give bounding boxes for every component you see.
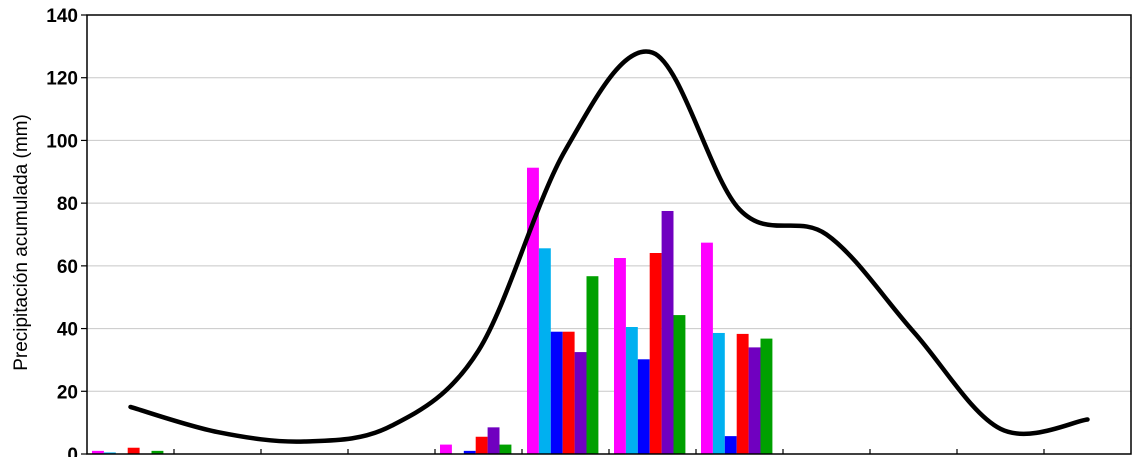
bar [625,327,638,454]
y-axis-tick-labels: 0 20 40 60 80 100 120 140 [46,6,78,462]
bar [475,436,488,454]
bar-series-group [92,167,773,454]
y-tick-label: 60 [57,257,78,278]
bar [440,444,452,454]
bar [574,352,587,454]
axis-ticks [81,14,1045,455]
y-tick-label: 80 [57,194,78,215]
y-tick-label: 0 [67,445,78,457]
bar [527,167,539,454]
series-line [128,49,1090,444]
line-series-group [128,49,1090,444]
bar [760,338,773,454]
bar [550,331,563,454]
y-tick-label: 20 [57,382,78,403]
bar [127,447,140,454]
bar [673,315,686,454]
bar [151,450,164,454]
bar [712,332,725,454]
bar [736,333,749,454]
bar [92,450,104,454]
bar [701,242,713,454]
y-tick-label: 40 [57,320,78,341]
bar [586,276,599,454]
bar [748,347,761,454]
bar [499,444,512,454]
bar [661,210,674,454]
y-tick-label: 120 [46,69,78,90]
bar [463,450,476,454]
bar [724,436,737,454]
bar [538,248,551,454]
bar [562,331,575,454]
y-tick-label: 100 [46,131,78,152]
y-axis-title: Precipitación acumulada (mm) [11,114,32,371]
bar [614,258,626,454]
bar [637,359,650,454]
gridlines [87,77,1131,392]
bar [649,253,662,454]
bar [103,452,116,454]
y-tick-label: 140 [46,6,78,27]
bar [487,427,500,454]
